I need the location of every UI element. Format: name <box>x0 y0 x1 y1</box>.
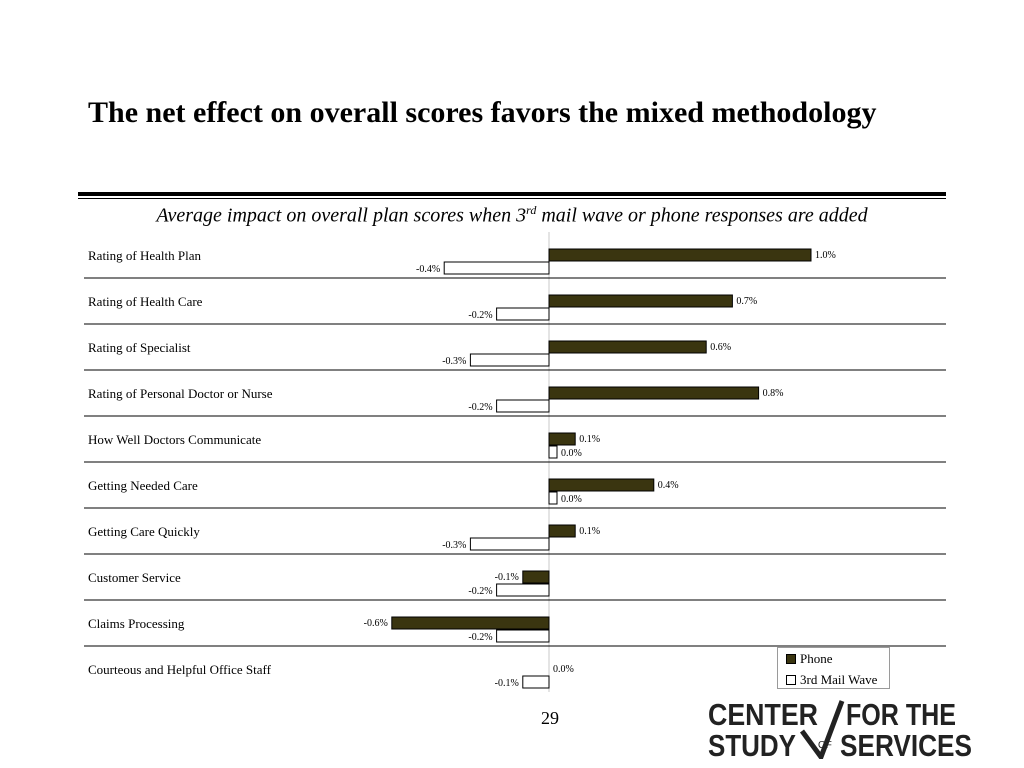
bar-phone <box>548 432 576 446</box>
category-label: How Well Doctors Communicate <box>88 432 261 447</box>
category-label: Getting Care Quickly <box>88 524 200 539</box>
bar-mail <box>522 675 550 689</box>
legend-item-phone: Phone <box>786 651 833 667</box>
data-label-phone: 0.8% <box>763 388 784 399</box>
logo-text-center: CENTER <box>708 697 818 732</box>
logo-text-study: STUDY <box>708 728 796 759</box>
bar-mail <box>469 537 550 551</box>
data-label-mail: 0.0% <box>561 494 582 505</box>
legend-swatch-phone <box>786 654 796 664</box>
data-label-mail: -0.1% <box>495 678 519 689</box>
data-label-phone: -0.1% <box>495 572 519 583</box>
data-label-mail: -0.3% <box>442 540 466 551</box>
bar-mail <box>548 491 558 505</box>
legend-label-mail: 3rd Mail Wave <box>800 672 878 687</box>
data-label-phone: 0.7% <box>736 296 757 307</box>
bar-phone <box>391 616 550 630</box>
bar-mail <box>548 445 558 459</box>
bar-mail <box>496 583 550 597</box>
bar-phone <box>548 294 733 308</box>
bar-phone <box>548 524 576 538</box>
legend-item-mail: 3rd Mail Wave <box>786 672 877 688</box>
data-label-phone: 0.0% <box>553 664 574 675</box>
legend-label-phone: Phone <box>800 651 833 666</box>
bar-phone <box>548 386 760 400</box>
category-label: Rating of Personal Doctor or Nurse <box>88 386 273 401</box>
chart-subtitle: Average impact on overall plan scores wh… <box>78 203 946 228</box>
bar-phone <box>548 478 655 492</box>
logo-checkmark <box>799 700 845 759</box>
bar-mail <box>469 353 550 367</box>
category-label: Getting Needed Care <box>88 478 198 493</box>
data-label-mail: 0.0% <box>561 448 582 459</box>
data-label-mail: -0.3% <box>442 356 466 367</box>
data-label-phone: 0.6% <box>710 342 731 353</box>
bar-phone <box>548 340 707 354</box>
data-label-mail: -0.2% <box>468 310 492 321</box>
subtitle-text-after: mail wave or phone responses are added <box>536 204 868 227</box>
category-label: Customer Service <box>88 570 181 585</box>
chart-legend: Phone 3rd Mail Wave <box>777 647 890 689</box>
subtitle-text-before: Average impact on overall plan scores wh… <box>156 204 527 227</box>
data-label-phone: 1.0% <box>815 250 836 261</box>
bar-phone <box>522 570 550 584</box>
category-label: Rating of Specialist <box>88 340 191 355</box>
center-for-the-study-of-services-logo: CENTER FOR THE STUDY OF SERVICES <box>708 697 972 759</box>
data-label-mail: -0.2% <box>468 632 492 643</box>
logo-text-for-the: FOR THE <box>846 697 956 732</box>
slide-title: The net effect on overall scores favors … <box>88 96 877 129</box>
bar-mail <box>496 399 550 413</box>
category-label: Claims Processing <box>88 616 185 631</box>
category-label: Rating of Health Care <box>88 294 203 309</box>
legend-swatch-mail <box>786 675 796 685</box>
data-label-phone: 0.1% <box>579 526 600 537</box>
logo-text-services: SERVICES <box>840 728 972 759</box>
page-number: 29 <box>541 708 559 728</box>
bar-phone <box>548 248 812 262</box>
data-label-phone: 0.1% <box>579 434 600 445</box>
subtitle-superscript: rd <box>526 203 537 217</box>
category-label: Courteous and Helpful Office Staff <box>88 662 272 677</box>
title-rule-thick <box>78 192 946 196</box>
bar-chart: Rating of Health Plan 1.0% -0.4% Rating of … <box>84 232 946 692</box>
data-label-phone: -0.6% <box>364 618 388 629</box>
title-rule-thin <box>78 198 946 199</box>
bar-mail <box>496 629 550 643</box>
data-label-mail: -0.4% <box>416 264 440 275</box>
data-label-mail: -0.2% <box>468 586 492 597</box>
data-label-phone: 0.4% <box>658 480 679 491</box>
bar-mail <box>443 261 550 275</box>
category-label: Rating of Health Plan <box>88 248 202 263</box>
bar-mail <box>496 307 550 321</box>
data-label-mail: -0.2% <box>468 402 492 413</box>
